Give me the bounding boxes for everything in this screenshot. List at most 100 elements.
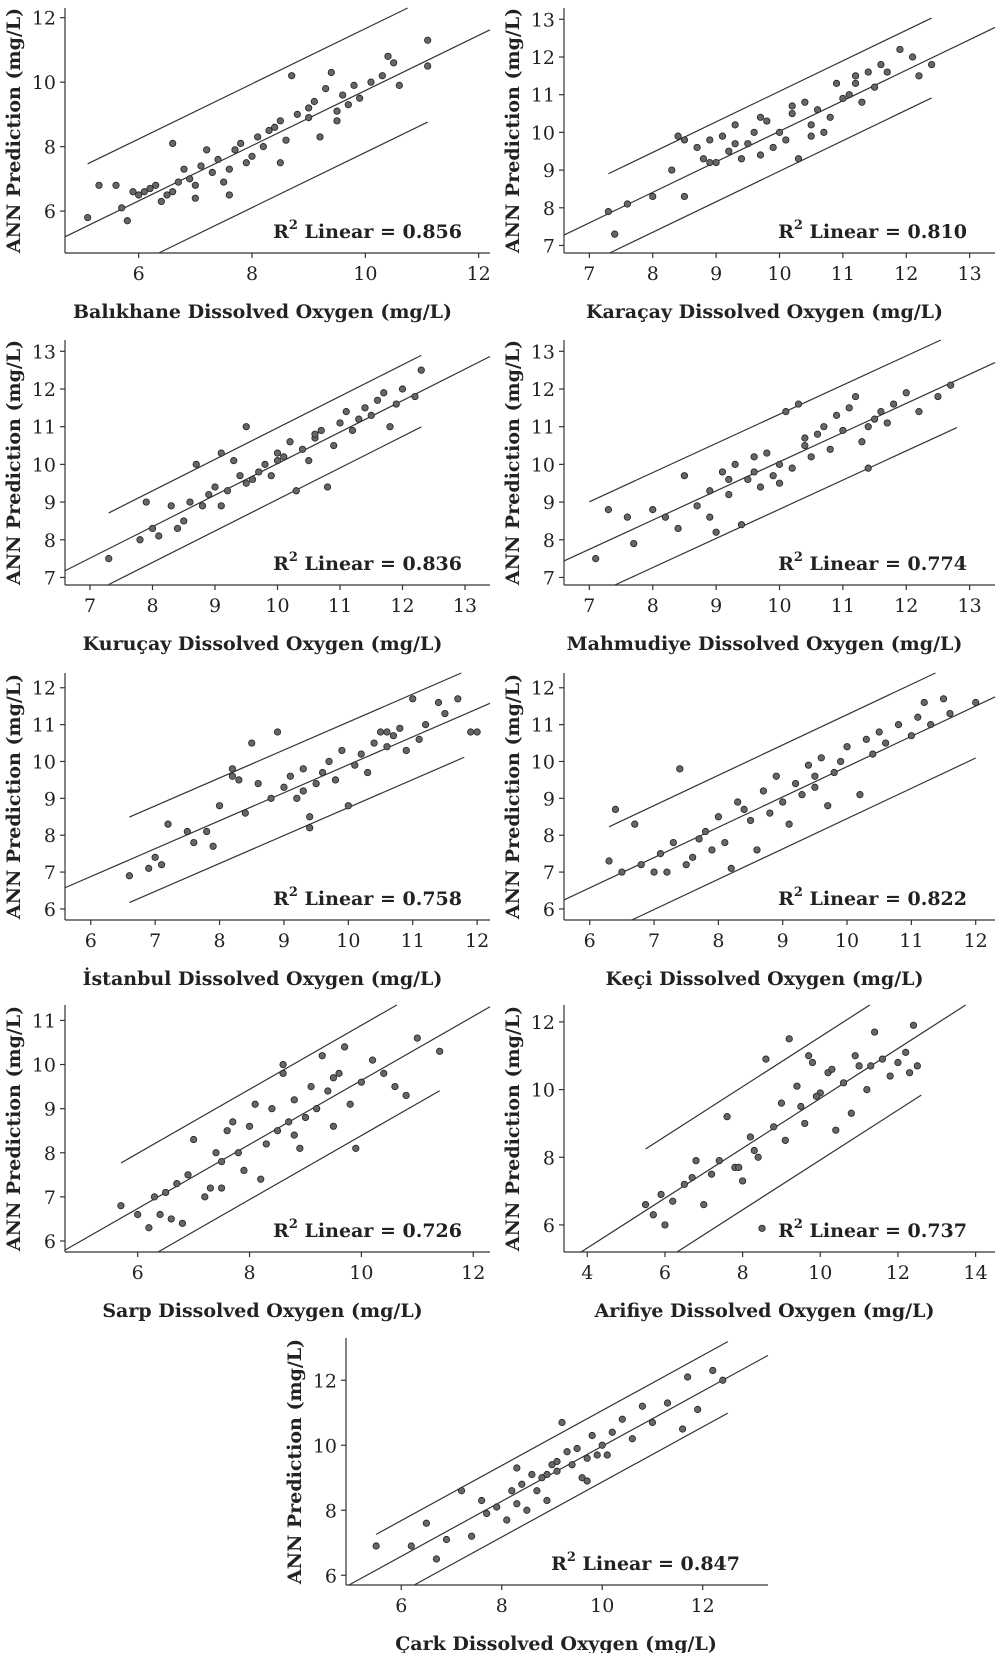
chart-6-data-point bbox=[772, 772, 780, 780]
chart-5-x-tick-label: 10 bbox=[336, 930, 360, 952]
chart-8-y-tick-label: 12 bbox=[531, 1012, 555, 1034]
chart-2-karaay: 7 8 9 10 11 12 13 7 8 9 10 11 12 13 R2 Linear = 0.810 K… bbox=[502, 8, 996, 323]
chart-5-data-point bbox=[389, 732, 398, 740]
chart-8-data-point bbox=[700, 1201, 708, 1209]
chart-3-data-point bbox=[248, 475, 257, 484]
chart-6-x-tick-label: 10 bbox=[835, 930, 859, 952]
chart-3-data-point bbox=[273, 457, 282, 465]
chart-6-data-point bbox=[663, 868, 671, 876]
chart-2-upper-band-line bbox=[608, 17, 932, 175]
chart-5-data-point bbox=[267, 794, 275, 802]
chart-4-data-point bbox=[623, 513, 631, 521]
chart-6-lower-band-line bbox=[631, 757, 976, 921]
chart-7-y-tick-label: 11 bbox=[32, 1010, 56, 1032]
chart-5-data-point bbox=[441, 709, 449, 718]
chart-9-data-point bbox=[553, 1457, 561, 1466]
chart-5-data-point bbox=[370, 739, 378, 747]
chart-3-data-point bbox=[180, 517, 188, 525]
chart-2-y-tick-label: 8 bbox=[543, 198, 555, 220]
chart-1-data-point bbox=[214, 155, 222, 164]
chart-5-x-tick-label: 9 bbox=[278, 930, 290, 952]
chart-9-data-point bbox=[432, 1555, 441, 1563]
chart-3-x-axis-title: Kuruçay Dissolved Oxygen (mg/L) bbox=[83, 633, 443, 655]
chart-7-data-point bbox=[341, 1043, 349, 1051]
chart-3-data-point bbox=[198, 502, 207, 510]
chart-3-data-point bbox=[323, 483, 332, 491]
chart-2-data-point bbox=[807, 121, 815, 129]
chart-3-data-point bbox=[380, 389, 388, 397]
chart-4-data-point bbox=[604, 506, 612, 514]
chart-7-data-point bbox=[156, 1210, 164, 1219]
chart-4-data-point bbox=[744, 475, 752, 484]
chart-4-upper-band-line bbox=[589, 339, 942, 503]
chart-9-data-point bbox=[538, 1474, 546, 1482]
chart-9-data-point bbox=[598, 1441, 606, 1449]
chart-6-data-point bbox=[682, 861, 690, 869]
chart-5-data-point bbox=[312, 779, 320, 788]
chart-2-data-point bbox=[756, 113, 765, 121]
chart-3-data-point bbox=[292, 487, 300, 495]
chart-2-x-tick-label: 11 bbox=[831, 263, 855, 285]
chart-9-data-point bbox=[422, 1519, 430, 1527]
chart-3-data-point bbox=[173, 524, 182, 533]
chart-8-upper-band-line bbox=[645, 1004, 871, 1150]
chart-1-data-point bbox=[367, 78, 375, 86]
chart-4-y-tick-label: 9 bbox=[543, 492, 555, 514]
chart-7-data-point bbox=[234, 1149, 242, 1157]
chart-3-data-point bbox=[280, 453, 288, 461]
chart-9-data-point bbox=[543, 1496, 551, 1505]
chart-3-y-tick-label: 9 bbox=[44, 492, 56, 514]
chart-7-data-point bbox=[162, 1188, 170, 1197]
chart-4-data-point bbox=[693, 502, 701, 510]
chart-8-y-tick-label: 10 bbox=[531, 1080, 555, 1102]
chart-4-data-point bbox=[807, 453, 815, 461]
chart-4-data-point bbox=[883, 419, 891, 427]
chart-1-x-tick-label: 10 bbox=[353, 263, 377, 285]
chart-9-data-point bbox=[493, 1503, 501, 1511]
chart-4-data-point bbox=[769, 472, 777, 480]
chart-4-data-point bbox=[801, 441, 809, 450]
chart-6-data-point bbox=[785, 820, 793, 828]
chart-8-data-point bbox=[661, 1221, 669, 1229]
chart-3-data-point bbox=[142, 498, 150, 506]
chart-6-data-point bbox=[972, 698, 980, 707]
chart-6-y-tick-label: 12 bbox=[531, 678, 555, 700]
chart-8-data-point bbox=[715, 1157, 723, 1165]
chart-4-data-point bbox=[718, 468, 727, 476]
chart-6-data-point bbox=[669, 838, 677, 847]
chart-8-data-point bbox=[649, 1211, 657, 1219]
chart-2-data-point bbox=[674, 132, 682, 140]
chart-2-data-point bbox=[699, 155, 708, 163]
chart-3-x-tick-label: 8 bbox=[146, 595, 158, 617]
chart-5-data-point bbox=[344, 802, 352, 810]
chart-7-data-point bbox=[380, 1069, 388, 1077]
chart-5-data-point bbox=[145, 864, 153, 872]
chart-7-data-point bbox=[313, 1105, 321, 1113]
chart-9-data-point bbox=[719, 1376, 727, 1384]
chart-7-x-tick-label: 6 bbox=[132, 1262, 144, 1284]
chart-2-x-tick-label: 9 bbox=[710, 263, 722, 285]
chart-8-y-tick-label: 8 bbox=[543, 1147, 555, 1169]
chart-2-data-point bbox=[611, 230, 619, 238]
chart-5-data-point bbox=[228, 765, 237, 773]
chart-2-data-point bbox=[896, 45, 904, 54]
chart-1-data-point bbox=[191, 181, 199, 189]
chart-7-sarp: 6 8 10 12 6 7 8 9 10 11 R2 Linear = 0.726 Sarp Diss… bbox=[3, 1004, 491, 1322]
chart-2-data-point bbox=[725, 147, 733, 155]
chart-3-data-point bbox=[242, 479, 250, 487]
chart-7-y-tick-label: 7 bbox=[44, 1187, 56, 1209]
chart-2-x-tick-label: 13 bbox=[958, 263, 982, 285]
chart-1-data-point bbox=[174, 178, 182, 186]
chart-7-data-point bbox=[301, 1113, 310, 1122]
chart-4-data-point bbox=[630, 539, 638, 548]
chart-6-data-point bbox=[837, 757, 845, 766]
chart-5-y-tick-label: 12 bbox=[32, 678, 56, 700]
chart-3-data-point bbox=[261, 460, 269, 468]
chart-6-data-point bbox=[650, 868, 658, 876]
chart-5-x-tick-label: 12 bbox=[465, 930, 489, 952]
chart-6-data-point bbox=[676, 765, 684, 773]
chart-8-data-point bbox=[735, 1163, 743, 1172]
